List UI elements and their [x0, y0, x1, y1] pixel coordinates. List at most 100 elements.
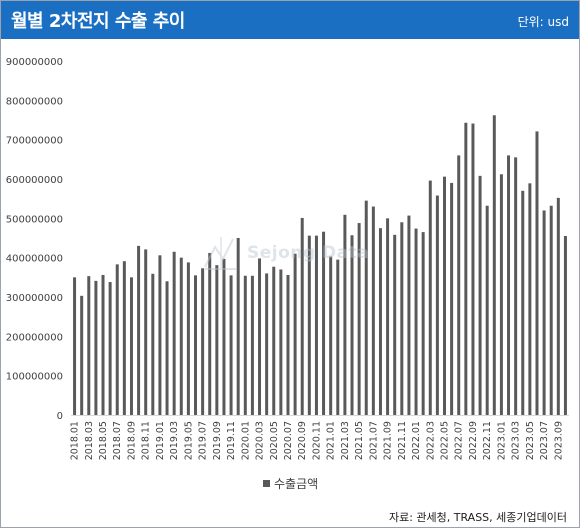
x-tick-label: 2019.05 [183, 421, 194, 460]
bar [414, 228, 418, 415]
bar [179, 257, 183, 415]
bar [499, 174, 503, 415]
x-tick-label: 2022.11 [482, 421, 493, 460]
bar [300, 217, 304, 415]
bar [73, 277, 77, 415]
bar [137, 245, 141, 415]
bar [293, 253, 297, 415]
bar [357, 223, 361, 415]
y-tick-label: 100000000 [6, 372, 63, 383]
bar [343, 214, 347, 415]
x-tick-label: 2019.07 [198, 421, 209, 460]
x-tick-label: 2018.05 [98, 421, 109, 460]
x-tick-label: 2020.03 [255, 421, 266, 460]
source-note: 자료: 관세청, TRASS, 세종기업데이터 [388, 511, 567, 524]
x-tick-label: 2023.03 [511, 421, 522, 460]
bar [250, 275, 254, 415]
bar [222, 258, 226, 415]
bar [258, 258, 262, 415]
watermark-logo-icon [204, 237, 237, 270]
bar [172, 251, 176, 415]
x-tick-label: 2019.11 [226, 421, 237, 460]
bar [421, 232, 425, 415]
bar [457, 155, 461, 415]
x-tick-label: 2020.09 [297, 421, 308, 460]
bar [528, 183, 532, 415]
x-tick-label: 2022.07 [454, 421, 465, 460]
bar [549, 205, 553, 415]
bar [485, 205, 489, 415]
bar [158, 255, 162, 415]
x-tick-label: 2021.09 [383, 421, 394, 460]
watermark-text: Sejong Data [247, 243, 370, 263]
x-tick-label: 2018.01 [70, 421, 81, 460]
bar [307, 235, 311, 415]
bar [122, 261, 126, 415]
bar-chart: 0 100000000 200000000 300000000 400000000 500… [6, 57, 569, 460]
bar [80, 295, 84, 415]
bar [514, 157, 518, 415]
x-tick-label: 2021.11 [397, 421, 408, 460]
bar [272, 266, 276, 415]
bar [563, 236, 567, 415]
x-tick-label: 2018.03 [84, 421, 95, 460]
bar [542, 210, 546, 415]
y-tick-label: 400000000 [6, 254, 63, 265]
x-tick-label: 2019.03 [169, 421, 180, 460]
bar [186, 262, 190, 415]
bar [194, 275, 197, 415]
bar [144, 249, 148, 415]
y-tick-label: 0 [57, 411, 63, 422]
y-tick-label: 300000000 [6, 293, 63, 304]
y-tick-label: 500000000 [6, 214, 63, 225]
legend-label: 수출금액 [274, 477, 319, 491]
x-tick-label: 2018.09 [126, 421, 137, 460]
bar [108, 282, 112, 415]
bar [443, 176, 446, 415]
x-tick-label: 2021.01 [326, 421, 337, 460]
y-tick-label: 600000000 [6, 175, 63, 186]
x-tick-label: 2023.09 [553, 421, 564, 460]
x-tick-label: 2023.05 [525, 421, 536, 460]
bar [243, 275, 247, 415]
bar [371, 206, 375, 415]
bar [265, 273, 269, 415]
bar [393, 234, 397, 415]
bar [94, 280, 98, 415]
bar [435, 195, 439, 415]
bar [236, 238, 240, 415]
bar [215, 265, 219, 415]
x-tick-label: 2020.07 [283, 421, 294, 460]
bar [279, 269, 283, 415]
bar [229, 275, 233, 415]
chart-title: 월별 2차전지 수출 추이 [11, 11, 185, 32]
bar [329, 256, 333, 415]
bar [286, 274, 290, 415]
x-tick-label: 2022.09 [468, 421, 479, 460]
bar [521, 190, 525, 415]
watermark: Sejong Data [201, 233, 369, 273]
bar [165, 281, 169, 415]
x-tick-label: 2018.07 [112, 421, 123, 460]
bar [400, 222, 404, 415]
legend-swatch [263, 480, 270, 487]
bar [208, 252, 212, 415]
bar [322, 231, 326, 415]
bar [478, 175, 482, 415]
x-tick-label: 2020.11 [311, 421, 322, 460]
unit-label: 단위: usd [517, 15, 569, 29]
x-tick-label: 2021.07 [368, 421, 379, 460]
y-tick-label: 200000000 [6, 332, 63, 343]
title-bar: 월별 2차전지 수출 추이 단위: usd [1, 1, 579, 39]
bar [87, 276, 91, 415]
bar [336, 259, 340, 415]
x-tick-label: 2022.05 [440, 421, 451, 460]
bar [350, 235, 354, 415]
bar [386, 218, 390, 415]
legend: 수출금액 [263, 475, 318, 492]
x-tick-label: 2022.03 [425, 421, 436, 460]
bar [378, 228, 382, 415]
bar [450, 182, 454, 415]
x-tick-label: 2019.01 [155, 421, 166, 460]
bar [314, 235, 318, 415]
